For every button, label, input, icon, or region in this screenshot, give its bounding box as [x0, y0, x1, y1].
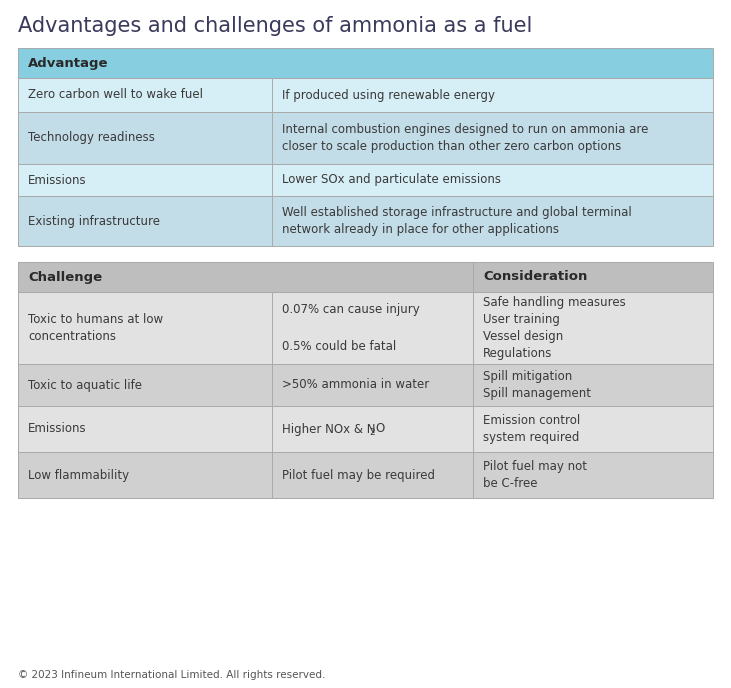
Bar [18, 292, 713, 364]
Text: Existing infrastructure: Existing infrastructure [28, 215, 160, 228]
Bar [18, 452, 473, 498]
Bar [18, 262, 713, 292]
Bar [18, 364, 713, 406]
Bar [18, 364, 713, 406]
Text: Toxic to aquatic life: Toxic to aquatic life [28, 378, 142, 391]
Bar [18, 364, 272, 406]
Text: If produced using renewable energy: If produced using renewable energy [281, 89, 495, 102]
Text: O: O [376, 422, 385, 436]
Text: Spill mitigation
Spill management: Spill mitigation Spill management [483, 370, 591, 400]
Text: Safe handling measures
User training
Vessel design
Regulations: Safe handling measures User training Ves… [483, 296, 626, 360]
Text: Low flammability: Low flammability [28, 469, 129, 482]
Bar [18, 112, 713, 164]
Bar [18, 452, 713, 498]
Text: Advantage: Advantage [28, 56, 108, 69]
Text: Well established storage infrastructure and global terminal
network already in p: Well established storage infrastructure … [281, 206, 632, 236]
Text: Emissions: Emissions [28, 173, 87, 186]
Bar [18, 364, 473, 406]
Text: © 2023 Infineum International Limited. All rights reserved.: © 2023 Infineum International Limited. A… [18, 670, 325, 680]
Bar [18, 78, 713, 112]
Bar [18, 406, 713, 452]
Bar [18, 78, 713, 112]
Bar [18, 292, 473, 364]
Bar [18, 112, 713, 164]
Bar [18, 48, 713, 78]
Text: Zero carbon well to wake fuel: Zero carbon well to wake fuel [28, 89, 203, 102]
Text: Toxic to humans at low
concentrations: Toxic to humans at low concentrations [28, 313, 163, 343]
Text: Higher NOx & N: Higher NOx & N [281, 422, 375, 436]
Bar [18, 292, 272, 364]
Bar [18, 78, 272, 112]
Text: Consideration: Consideration [483, 270, 588, 283]
Bar [18, 292, 713, 364]
Bar [18, 452, 713, 498]
Bar [18, 262, 713, 292]
Text: Pilot fuel may be required: Pilot fuel may be required [281, 469, 435, 482]
Text: Technology readiness: Technology readiness [28, 131, 155, 144]
Text: >50% ammonia in water: >50% ammonia in water [281, 378, 429, 391]
Bar [18, 196, 272, 246]
Bar [18, 164, 713, 196]
Bar [18, 452, 272, 498]
Text: Pilot fuel may not
be C-free: Pilot fuel may not be C-free [483, 460, 587, 490]
Bar [18, 112, 272, 164]
Text: Challenge: Challenge [28, 270, 102, 283]
Bar [18, 196, 713, 246]
Bar [18, 406, 473, 452]
Bar [18, 164, 272, 196]
Text: 2: 2 [370, 428, 375, 437]
Text: Emissions: Emissions [28, 422, 87, 436]
Bar [18, 48, 713, 78]
Bar [18, 262, 473, 292]
Bar [18, 164, 713, 196]
Text: 0.07% can cause injury

0.5% could be fatal: 0.07% can cause injury 0.5% could be fat… [281, 303, 420, 354]
Text: Emission control
system required: Emission control system required [483, 414, 580, 444]
Text: Lower SOx and particulate emissions: Lower SOx and particulate emissions [281, 173, 501, 186]
Text: Advantages and challenges of ammonia as a fuel: Advantages and challenges of ammonia as … [18, 16, 532, 36]
Text: Internal combustion engines designed to run on ammonia are
closer to scale produ: Internal combustion engines designed to … [281, 123, 648, 153]
Bar [18, 196, 713, 246]
Bar [18, 406, 713, 452]
Bar [18, 406, 272, 452]
